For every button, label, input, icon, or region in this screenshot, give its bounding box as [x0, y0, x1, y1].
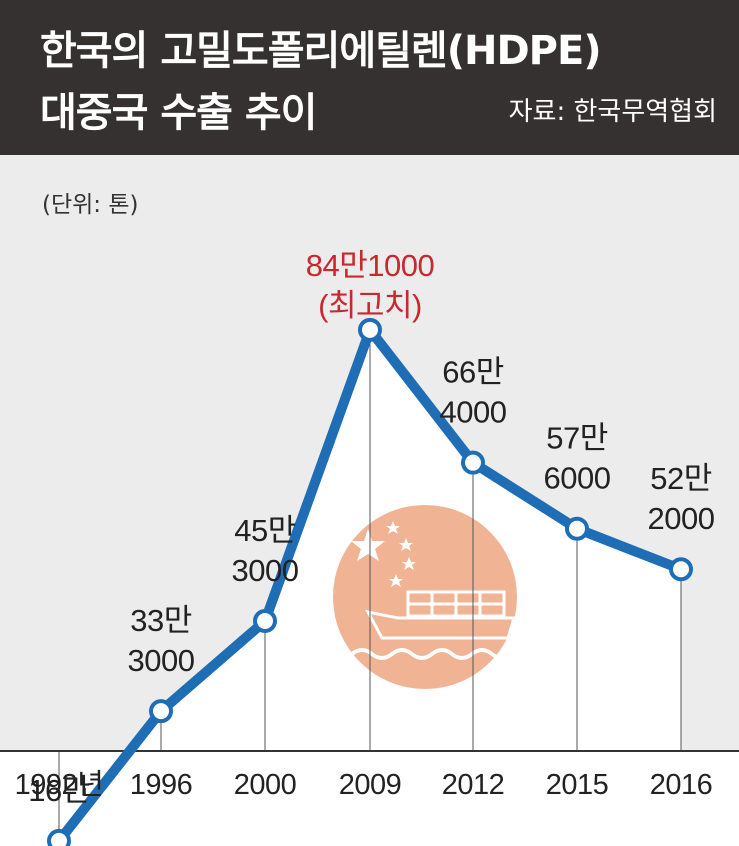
value-label-2015-1: 57만 — [546, 421, 608, 456]
value-label-2000-1: 45만 — [234, 513, 296, 548]
data-point-1992 — [47, 828, 71, 846]
x-tick-2015: 2015 — [546, 769, 609, 801]
value-label-2000-2: 3000 — [232, 553, 299, 588]
value-label-1996-1: 33만 — [130, 603, 192, 638]
data-point-2012 — [461, 450, 485, 475]
china-export-emblem — [333, 505, 517, 689]
data-labels: 16만 33만 3000 45만 3000 84만1000 (최고치) 66만 4000 57만 6… — [28, 248, 715, 808]
value-label-1996-2: 3000 — [128, 643, 195, 678]
emblem-circle — [333, 505, 517, 689]
x-tick-2000: 2000 — [234, 769, 297, 801]
x-tick-2016: 2016 — [650, 769, 713, 801]
x-tick-1992: 1992년 — [15, 769, 104, 801]
x-tick-2012: 2012 — [442, 769, 505, 801]
cargo-ship-icon — [365, 590, 517, 640]
title-banner: 한국의 고밀도폴리에틸렌(HDPE) 대중국 수출 추이 자료: 한국무역협회 — [0, 0, 739, 155]
china-flag-stars-icon — [351, 521, 416, 587]
data-point-2000 — [253, 609, 277, 634]
x-tick-2009: 2009 — [339, 769, 402, 801]
value-label-2012-2: 4000 — [440, 395, 507, 430]
source-credit: 자료: 한국무역협회 — [508, 97, 717, 127]
title-line-2: 대중국 수출 추이 — [40, 90, 317, 136]
x-tick-1996: 1996 — [130, 769, 193, 801]
data-point-2009 — [358, 317, 382, 342]
value-label-2012-1: 66만 — [442, 355, 504, 390]
data-point-2016 — [669, 557, 693, 582]
data-point-1996 — [149, 699, 173, 724]
value-label-1992-1: 16만 — [28, 773, 90, 808]
x-tick-labels: 1992년 1996 2000 2009 2012 2015 2016 — [15, 769, 713, 801]
value-label-2016-2: 2000 — [648, 501, 715, 536]
value-label-2015-2: 6000 — [544, 461, 611, 496]
unit-label: (단위: 톤) — [42, 192, 139, 218]
value-label-2009-2: (최고치) — [318, 288, 422, 323]
value-label-2009-1: 84만1000 — [306, 248, 435, 283]
title-line-1: 한국의 고밀도폴리에틸렌(HDPE) — [40, 28, 602, 74]
waves-icon — [350, 648, 514, 660]
data-points — [47, 317, 693, 846]
value-label-2016-1: 52만 — [650, 461, 712, 496]
data-point-2015 — [565, 516, 589, 541]
